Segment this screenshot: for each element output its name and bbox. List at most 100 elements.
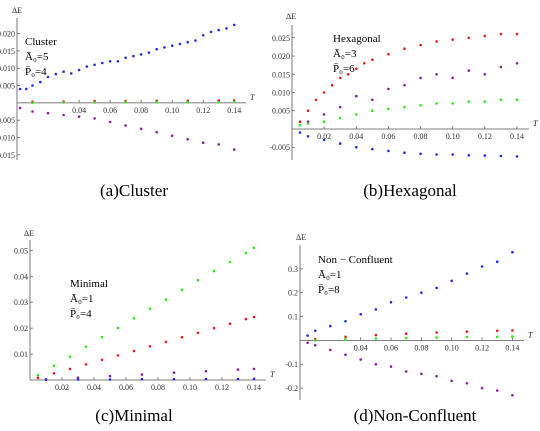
data-point [314,98,318,102]
data-point [483,154,487,157]
data-point [186,40,189,44]
data-point [480,265,484,268]
data-point [116,326,120,330]
data-point [515,98,519,102]
data-point [228,322,232,326]
data-point [467,36,471,40]
data-point [36,376,40,380]
data-point [196,278,200,282]
data-point [62,101,65,104]
data-point [451,153,455,156]
x-tick-label: 0.08 [134,106,148,115]
data-point [338,105,342,109]
data-point [217,28,220,32]
data-point [170,134,174,138]
data-point [170,44,174,47]
data-point [93,117,96,120]
y-tick-label: 0.005 [272,107,290,116]
data-point [495,329,499,333]
chart-panel-minimal: 0.05 0.04 0.03 0.02 0.01 0.02 0.04 0.06 0.08 0.10… [14,229,275,425]
x-tick-label: 0.14 [510,132,524,141]
y-axis-label: ΔE [296,233,306,242]
series-0 [306,250,514,337]
data-point [329,324,332,328]
data-point [77,68,81,72]
data-point [132,54,135,58]
data-point [44,378,48,382]
series-2 [313,335,514,342]
data-point [403,105,406,109]
data-point [338,142,342,145]
data-point [389,365,393,368]
x-tick-label: 0.04 [87,383,101,392]
data-point [108,378,112,381]
data-point [374,333,378,337]
data-point [124,56,127,60]
data-point [467,69,471,72]
data-point [387,52,390,56]
data-point [164,298,168,301]
data-point [46,75,50,79]
x-tick-label: 0.04 [354,343,368,352]
data-point [495,335,499,339]
series-2 [31,100,236,105]
annotation-line: Hexagonal [333,33,381,45]
x-tick-label: 0.10 [183,383,197,392]
data-point [435,102,438,105]
annotation-line: Ā₀=1 [70,293,93,305]
annotation-line: P̄₀=4 [25,66,47,78]
x-tick-label: 0.10 [445,343,459,352]
series-2 [44,367,256,381]
data-point [201,34,205,37]
data-point [465,382,469,385]
y-tick-label: 0.015 [0,47,15,56]
data-point [515,155,519,158]
data-point [403,83,406,87]
data-point [419,152,422,156]
data-point [387,87,390,91]
data-point [450,379,454,383]
x-tick-label: 0.02 [55,383,69,392]
x-tick-label: 0.08 [414,132,428,141]
panel-caption: (b)Hexagonal [363,181,457,200]
data-point [338,76,342,80]
data-point [306,135,310,138]
data-point [306,334,309,337]
data-point [389,300,393,304]
data-point [225,27,228,30]
x-tick-label: 0.12 [475,343,489,352]
data-point [100,335,104,339]
series-3 [18,106,236,151]
data-point [322,113,326,116]
data-point [217,99,220,102]
data-point [420,372,423,376]
data-point [139,127,143,131]
data-point [480,386,484,390]
series-3 [306,341,514,397]
data-point [204,377,208,381]
data-point [451,76,455,80]
data-point [217,143,220,146]
y-tick-label: -0.005 [0,116,15,125]
data-point [232,148,236,151]
data-point [31,84,34,87]
data-point [178,42,182,46]
data-point [419,76,422,80]
annotation-line: P̄₀=8 [318,284,340,296]
x-tick-label: 0.14 [505,343,519,352]
series-0 [298,32,519,123]
x-axis-label: T [528,330,533,339]
data-point [435,153,438,156]
x-tick-label: 0.14 [247,383,261,392]
data-point [25,87,28,91]
annotation-line: Minimal [70,278,108,290]
data-point [18,106,22,110]
series-1 [306,62,519,123]
data-point [232,100,236,104]
data-point [403,47,406,50]
data-point [244,251,248,255]
data-point [172,377,176,381]
data-point [108,60,112,63]
data-point [148,307,152,311]
data-point [435,374,438,378]
